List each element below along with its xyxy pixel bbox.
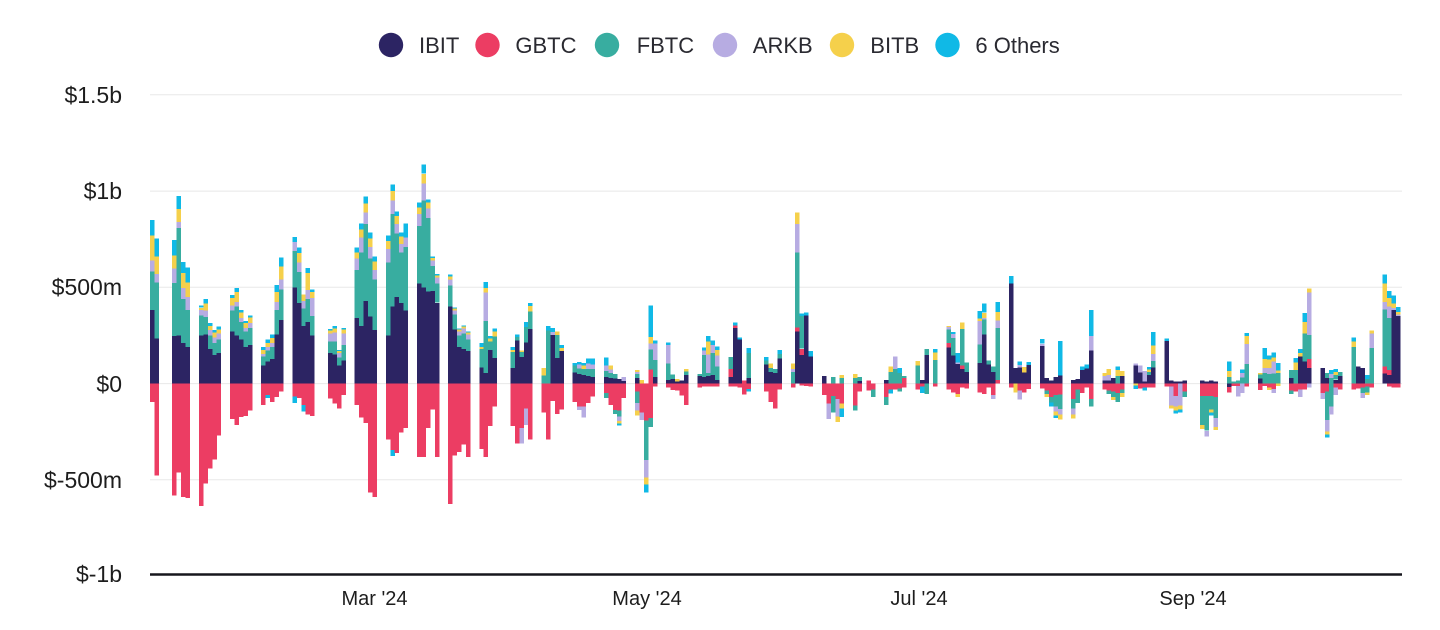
svg-text:$-500m: $-500m: [44, 467, 122, 493]
svg-text:$-1b: $-1b: [76, 561, 122, 587]
svg-text:$1.5b: $1.5b: [64, 82, 122, 108]
svg-text:GBTC: GBTC: [515, 33, 576, 58]
svg-text:BITB: BITB: [870, 33, 919, 58]
svg-text:$500m: $500m: [52, 274, 122, 300]
svg-text:FBTC: FBTC: [637, 33, 695, 58]
svg-text:IBIT: IBIT: [419, 33, 459, 58]
svg-text:Mar '24: Mar '24: [341, 588, 407, 610]
svg-text:$0: $0: [96, 371, 122, 397]
svg-text:Jul '24: Jul '24: [890, 588, 947, 610]
svg-text:6 Others: 6 Others: [975, 33, 1059, 58]
svg-text:ARKB: ARKB: [753, 33, 813, 58]
svg-text:May '24: May '24: [612, 588, 681, 610]
svg-text:$1b: $1b: [84, 178, 122, 204]
svg-text:Sep '24: Sep '24: [1159, 588, 1226, 610]
